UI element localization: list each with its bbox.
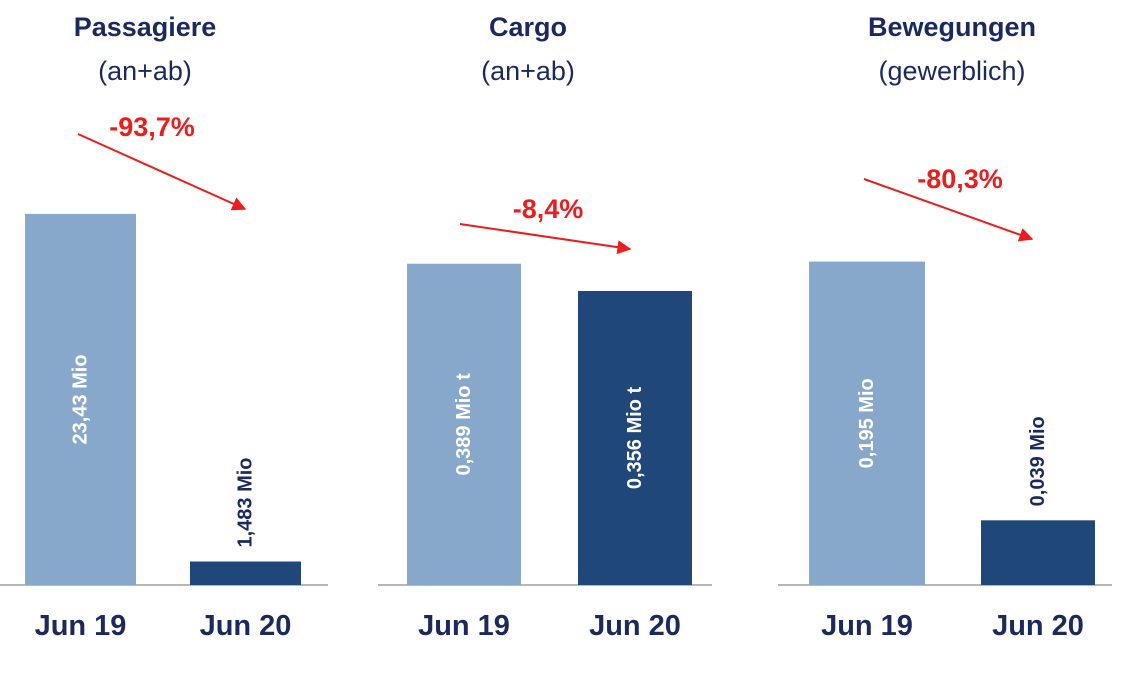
bar-jun-19 — [407, 263, 521, 585]
chart-title: Cargo — [489, 12, 567, 42]
x-tick-label: Jun 20 — [589, 610, 681, 642]
bar-jun-20 — [578, 290, 692, 585]
chart-subtitle: (an+ab) — [98, 56, 192, 86]
x-tick-label: Jun 20 — [200, 610, 292, 642]
data-label: 0,389 Mio t — [453, 373, 475, 476]
change-arrow — [77, 133, 247, 211]
change-label: -80,3% — [917, 164, 1003, 194]
change-label: -8,4% — [513, 194, 584, 224]
bar-jun-19 — [809, 261, 925, 585]
change-arrow — [863, 178, 1034, 242]
chart-subtitle: (an+ab) — [481, 56, 575, 86]
data-label: 1,483 Mio — [235, 457, 257, 547]
x-tick-label: Jun 19 — [418, 610, 510, 642]
bar-jun-20 — [981, 520, 1095, 585]
change-label: -93,7% — [109, 112, 195, 142]
chart-title: Bewegungen — [868, 12, 1036, 42]
chart-title: Passagiere — [74, 12, 217, 42]
data-label: 23,43 Mio — [70, 354, 92, 444]
x-tick-label: Jun 19 — [821, 610, 913, 642]
data-label: 0,195 Mio — [856, 378, 878, 468]
data-label: 0,039 Mio — [1027, 416, 1049, 506]
x-tick-label: Jun 19 — [35, 610, 127, 642]
bar-jun-19 — [25, 213, 136, 585]
chart-subtitle: (gewerblich) — [878, 56, 1025, 86]
x-tick-label: Jun 20 — [992, 610, 1084, 642]
bar-jun-20 — [190, 561, 301, 585]
change-arrow — [459, 223, 632, 255]
data-label: 0,356 Mio t — [624, 387, 646, 490]
